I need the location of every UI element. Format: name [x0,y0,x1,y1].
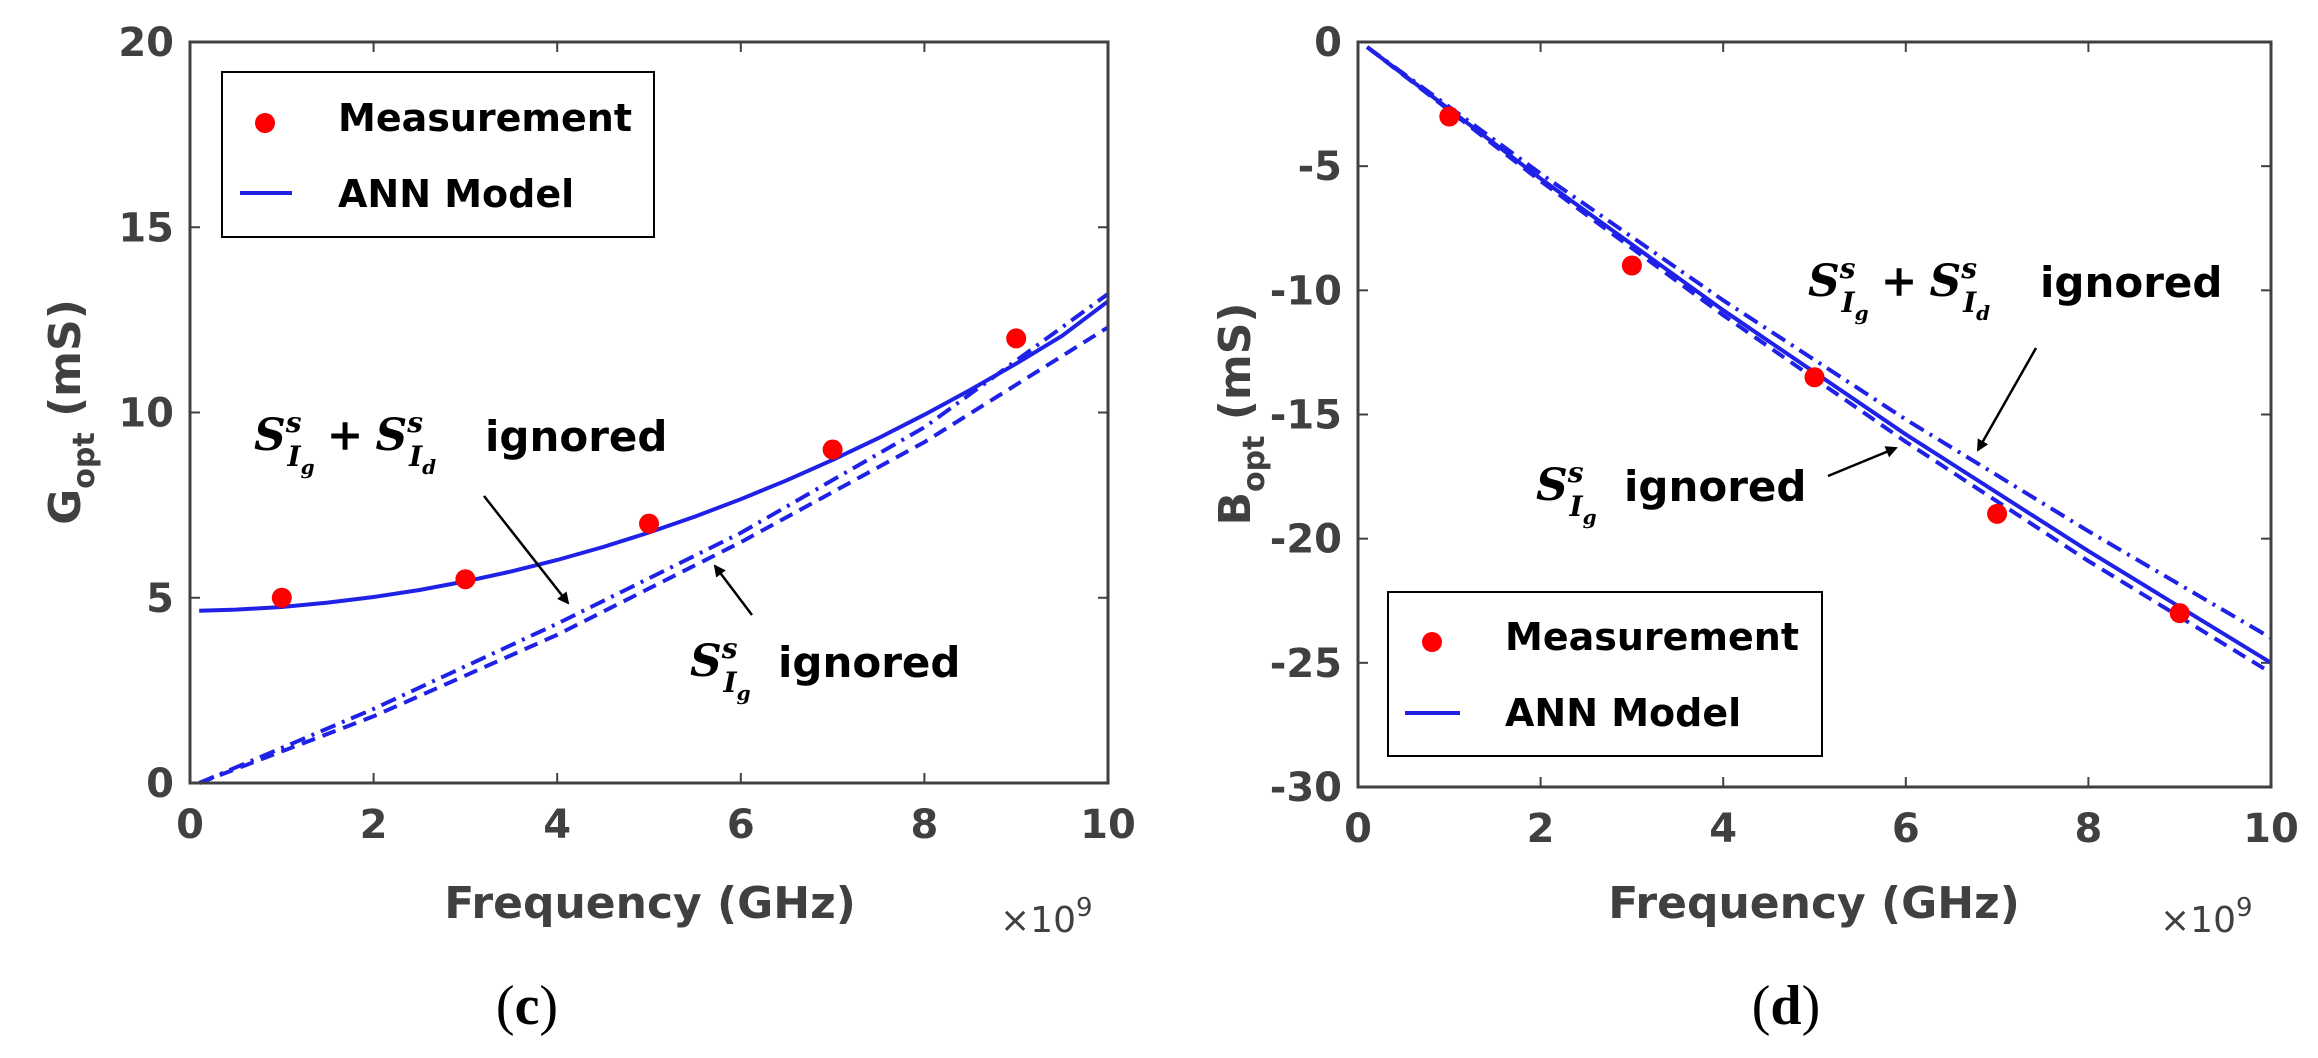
series-line-solid [1365,45,2273,665]
measurement-point [1987,503,2008,524]
plot-area-frame [188,40,1110,785]
x-tick-labels: 0 2 4 6 8 10 [1344,806,2299,852]
legend-label-measurement: Measurement [1505,615,1799,659]
series-line-dashdot [1365,45,2273,640]
y-tick-label: 0 [1314,20,1342,66]
legend-label-measurement: Measurement [338,96,632,140]
annotation-arrow [1827,446,1898,478]
annotation-symbol: Ss Ig [1536,456,1597,529]
series-group [198,292,1110,785]
annotation-sig-ignored: Ss Ig ignored [690,564,960,705]
annotation-text: ignored [2040,258,2222,307]
measurement-point [1439,106,1460,127]
chart-panel-c: 0 5 10 15 20 0 2 4 6 8 10 Frequency (GHz) ×109 Go… [40,20,1136,1037]
measurement-point [1006,328,1027,349]
annotation-arrow [1976,347,2038,452]
measurement-point [455,569,476,590]
x-axis-multiplier: ×109 [2160,893,2253,941]
legend-label-ann-model: ANN Model [338,172,574,216]
y-tick-labels: 0 5 10 15 20 [118,20,174,807]
x-axis-label: Frequency (GHz) [1608,878,2020,929]
x-tick-label: 10 [1080,802,1136,848]
plot-area-frame [1356,40,2273,789]
y-tick-label: 5 [146,576,174,622]
legend-label-ann-model: ANN Model [1505,691,1741,735]
x-tick-label: 6 [727,802,755,848]
annotation-both-ignored: Ss Ig+ Ss Id ignored [1808,252,2222,452]
x-axis-label: Frequency (GHz) [444,878,856,929]
y-tick-label: 10 [118,391,174,437]
y-tick-label: 15 [118,205,174,251]
annotation-symbol: Ss Ig+ Ss Id [254,406,436,479]
x-tick-labels: 0 2 4 6 8 10 [176,802,1136,848]
series-group [1365,45,2273,675]
x-tick-label: 0 [1344,806,1372,852]
annotation-text: ignored [485,412,667,461]
y-tick-label: -25 [1270,641,1342,687]
legend: Measurement ANN Model [221,71,655,238]
measurement-point [1621,255,1642,276]
x-tick-label: 2 [1527,806,1555,852]
y-tick-label: -15 [1270,393,1342,439]
y-tick-label: -20 [1270,517,1342,563]
x-tick-label: 0 [176,802,204,848]
legend-marker-measurement [255,113,275,133]
panel-caption: (c) [496,975,558,1037]
annotation-text: ignored [778,638,960,687]
y-axis-label: Gopt (mS) [40,299,102,525]
annotation-both-ignored: Ss Ig+ Ss Id ignored [254,406,667,605]
y-tick-label: 0 [146,761,174,807]
series-line-dashed [198,325,1110,785]
y-axis-label: Bopt (mS) [1210,302,1272,525]
series-line-dashdot [198,292,1110,785]
measurement-point [639,513,659,534]
measurement-point [2169,603,2190,624]
measurement-point [822,439,843,460]
chart-panel-d: 0 -5 -10 -15 -20 -25 -30 0 2 4 6 8 10 Frequency (GH… [1210,20,2299,1037]
annotation-symbol: Ss Ig [690,632,751,705]
y-tick-label: 20 [118,20,174,66]
y-tick-label: -10 [1270,268,1342,314]
annotation-text: ignored [1624,462,1806,511]
legend-box [221,71,655,238]
annotation-sig-ignored: Ss Ig ignored [1536,446,1898,529]
x-tick-label: 10 [2243,806,2299,852]
legend-box [1387,591,1823,757]
legend-marker-measurement [1422,632,1442,652]
y-tick-label: -5 [1298,144,1342,190]
x-axis-multiplier: ×109 [1000,893,1093,941]
legend: Measurement ANN Model [1387,591,1823,757]
x-tick-label: 6 [1892,806,1920,852]
x-tick-label: 4 [1709,806,1737,852]
annotation-arrow [713,564,753,616]
annotation-symbol: Ss Ig+ Ss Id [1808,252,1990,325]
y-tick-labels: 0 -5 -10 -15 -20 -25 -30 [1270,20,1342,811]
panel-caption: (d) [1752,975,1820,1037]
x-tick-label: 8 [910,802,938,848]
x-tick-label: 2 [360,802,388,848]
y-tick-label: -30 [1270,765,1342,811]
measurement-point [271,587,292,608]
measurement-point [1804,367,1825,388]
x-tick-label: 4 [543,802,571,848]
x-tick-label: 8 [2074,806,2102,852]
annotation-arrow [483,495,570,605]
